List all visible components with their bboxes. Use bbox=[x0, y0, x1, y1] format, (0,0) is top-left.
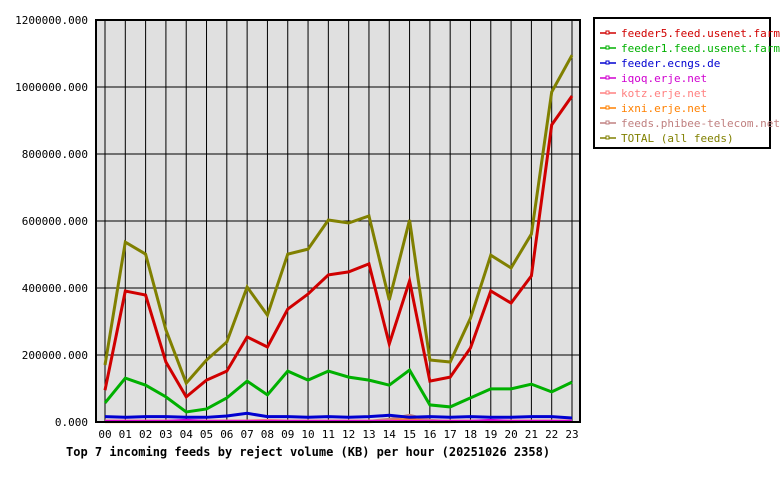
legend-label: TOTAL (all feeds) bbox=[621, 132, 734, 145]
series-line-2 bbox=[104, 411, 573, 420]
y-tick-label: 0.000 bbox=[55, 416, 88, 429]
x-tick-label: 00 bbox=[98, 428, 111, 441]
x-tick-label: 22 bbox=[545, 428, 558, 441]
series-line-1 bbox=[103, 367, 573, 414]
x-tick-label: 13 bbox=[362, 428, 375, 441]
series-line-7 bbox=[103, 54, 574, 386]
legend-marker bbox=[605, 90, 610, 95]
legend-label: iqoq.erje.net bbox=[621, 72, 707, 85]
y-tick-label: 200000.000 bbox=[22, 349, 88, 362]
legend-box bbox=[593, 17, 771, 149]
legend-marker bbox=[605, 120, 610, 125]
legend-marker bbox=[605, 105, 610, 110]
x-tick-label: 04 bbox=[180, 428, 194, 441]
legend-label: feeder1.feed.usenet.farm bbox=[621, 42, 780, 55]
legend-marker bbox=[605, 135, 610, 140]
x-tick-label: 02 bbox=[139, 428, 152, 441]
y-tick-label: 1200000.000 bbox=[15, 14, 88, 27]
x-tick-label: 06 bbox=[220, 428, 233, 441]
x-tick-label: 21 bbox=[525, 428, 538, 441]
y-tick-label: 600000.000 bbox=[22, 215, 88, 228]
legend-marker bbox=[605, 60, 610, 65]
chart-title: Top 7 incoming feeds by reject volume (K… bbox=[66, 445, 550, 459]
legend-label: kotz.erje.net bbox=[621, 87, 707, 100]
legend-marker bbox=[605, 45, 610, 50]
legend: feeder5.feed.usenet.farm feeder1.feed.use… bbox=[593, 17, 780, 149]
legend-label: feeds.phibee-telecom.net bbox=[621, 117, 780, 130]
x-tick-label: 05 bbox=[200, 428, 213, 441]
x-tick-label: 15 bbox=[403, 428, 416, 441]
x-tick-label: 08 bbox=[261, 428, 274, 441]
y-tick-label: 400000.000 bbox=[22, 282, 88, 295]
legend-marker bbox=[605, 30, 610, 35]
legend-label: ixni.erje.net bbox=[621, 102, 707, 115]
x-tick-label: 17 bbox=[444, 428, 457, 441]
series-line-0 bbox=[103, 95, 574, 400]
x-tick-label: 11 bbox=[322, 428, 335, 441]
x-tick-label: 09 bbox=[281, 428, 294, 441]
x-tick-label: 20 bbox=[504, 428, 517, 441]
x-tick-label: 16 bbox=[423, 428, 436, 441]
plot-border bbox=[95, 19, 581, 423]
y-tick-label: 1000000.000 bbox=[15, 81, 88, 94]
x-tick-label: 18 bbox=[464, 428, 477, 441]
x-tick-label: 10 bbox=[301, 428, 314, 441]
legend-marker bbox=[605, 75, 610, 80]
x-tick-label: 23 bbox=[565, 428, 578, 441]
x-tick-label: 07 bbox=[241, 428, 254, 441]
x-tick-label: 03 bbox=[159, 428, 172, 441]
x-tick-label: 01 bbox=[119, 428, 132, 441]
legend-label: feeder5.feed.usenet.farm bbox=[621, 27, 780, 40]
x-tick-label: 19 bbox=[484, 428, 497, 441]
x-tick-label: 14 bbox=[383, 428, 397, 441]
y-tick-label: 800000.000 bbox=[22, 148, 88, 161]
x-tick-label: 12 bbox=[342, 428, 355, 441]
legend-label: feeder.ecngs.de bbox=[621, 57, 720, 70]
